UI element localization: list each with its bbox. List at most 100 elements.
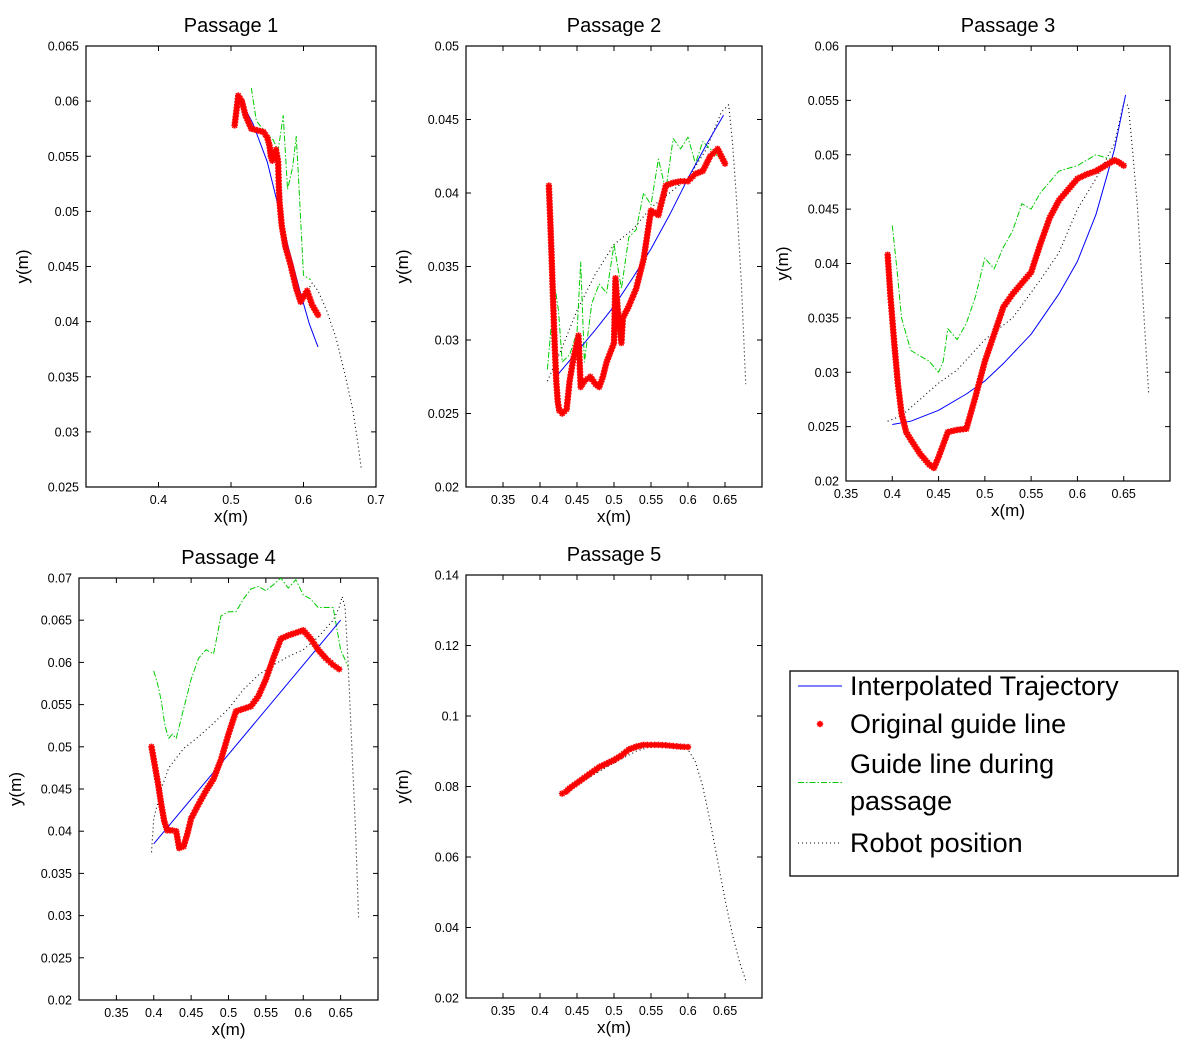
x-tick-label: 0.55 <box>639 493 663 507</box>
series-original <box>148 627 343 852</box>
marker-stroke <box>817 721 823 727</box>
y-tick-label: 0.045 <box>428 113 459 127</box>
series-line <box>150 596 360 918</box>
y-tick-label: 0.05 <box>815 148 839 162</box>
y-tick-label: 0.04 <box>48 825 72 839</box>
y-tick-label: 0.025 <box>48 481 79 495</box>
marker-stroke <box>336 666 343 673</box>
y-tick-label: 0.035 <box>808 311 839 325</box>
y-tick-label: 0.03 <box>815 366 839 380</box>
data-point <box>721 160 729 167</box>
y-tick-label: 0.05 <box>55 205 79 219</box>
axes-box <box>845 45 1171 482</box>
series-line <box>303 282 363 471</box>
y-tick-label: 0.12 <box>435 639 459 653</box>
series-robot <box>561 744 747 981</box>
x-tick-label: 0.45 <box>179 1006 203 1020</box>
marker-stroke <box>162 821 169 828</box>
y-tick-label: 0.02 <box>815 475 839 489</box>
x-tick-label: 0.35 <box>834 487 858 501</box>
y-tick-label: 0.035 <box>41 867 72 881</box>
series-line <box>546 136 726 370</box>
series-original <box>545 145 729 417</box>
y-tick-label: 0.055 <box>808 94 839 108</box>
y-tick-label: 0.055 <box>48 150 79 164</box>
y-tick-label: 0.025 <box>41 951 72 965</box>
y-tick-label: 0.05 <box>48 740 72 754</box>
x-tick-label: 0.4 <box>531 493 548 507</box>
marker-stroke <box>648 207 654 214</box>
x-tick-label: 0.45 <box>926 487 950 501</box>
series-guide <box>891 154 1125 373</box>
plot-area <box>148 578 360 918</box>
marker-stroke <box>242 112 249 119</box>
x-tick-label: 0.65 <box>328 1006 352 1020</box>
marker-stroke <box>685 744 691 750</box>
series-robot <box>150 596 360 918</box>
x-axis-label: x(m) <box>212 1020 246 1039</box>
x-tick-label: 0.5 <box>222 493 239 507</box>
y-tick-label: 0.045 <box>808 203 839 217</box>
legend-entry-guide: Guide line during passage <box>798 749 1054 816</box>
x-tick-label: 0.5 <box>976 487 993 501</box>
y-axis-label: y(m) <box>393 250 412 284</box>
y-tick-label: 0.06 <box>55 95 79 109</box>
x-tick-label: 0.6 <box>1069 487 1086 501</box>
x-tick-label: 0.55 <box>639 1004 663 1018</box>
marker-stroke <box>330 662 337 668</box>
legend-label: Guide line during <box>850 749 1054 779</box>
marker-stroke <box>246 120 252 127</box>
y-tick-label: 0.035 <box>428 260 459 274</box>
plot-area <box>884 94 1150 472</box>
y-tick-label: 0.02 <box>48 994 72 1008</box>
marker-stroke <box>163 824 170 831</box>
y-tick-label: 0.065 <box>41 614 72 628</box>
marker-stroke <box>295 290 301 297</box>
y-tick-label: 0.06 <box>815 40 839 54</box>
marker-stroke <box>306 293 313 300</box>
x-tick-label: 0.55 <box>254 1006 278 1020</box>
subplot-title: Passage 1 <box>184 15 279 37</box>
y-tick-label: 0.03 <box>48 909 72 923</box>
x-axis-label: x(m) <box>214 507 248 526</box>
legend-entry-interpolated: Interpolated Trajectory <box>798 671 1119 701</box>
series-interpolated <box>892 94 1127 425</box>
legend-label: Robot position <box>850 828 1023 858</box>
y-tick-label: 0.03 <box>435 334 459 348</box>
series-original <box>884 156 1127 472</box>
series-line <box>237 95 319 348</box>
x-axis-label: x(m) <box>597 1018 631 1037</box>
marker-stroke <box>307 296 314 303</box>
x-tick-label: 0.6 <box>679 1004 696 1018</box>
marker-stroke <box>294 288 301 295</box>
x-tick-label: 0.65 <box>713 1004 737 1018</box>
x-tick-label: 0.35 <box>491 1004 515 1018</box>
x-tick-label: 0.6 <box>295 1006 312 1020</box>
series-interpolated <box>153 619 342 845</box>
subplot-title: Passage 3 <box>961 15 1056 37</box>
x-tick-label: 0.7 <box>367 493 384 507</box>
x-tick-label: 0.45 <box>565 1004 589 1018</box>
series-robot <box>546 104 747 385</box>
subplot-title: Passage 5 <box>567 544 662 566</box>
x-tick-label: 0.35 <box>104 1006 128 1020</box>
x-tick-label: 0.65 <box>713 493 737 507</box>
x-axis-label: x(m) <box>991 501 1025 520</box>
marker-stroke <box>310 304 317 311</box>
x-axis-label: x(m) <box>597 507 631 526</box>
y-tick-label: 0.065 <box>48 40 79 54</box>
x-tick-label: 0.45 <box>565 493 589 507</box>
y-axis-label: y(m) <box>773 247 792 281</box>
marker-stroke <box>903 429 910 435</box>
legend-swatch <box>816 720 824 728</box>
marker-stroke <box>293 285 300 292</box>
legend-label: passage <box>850 786 952 816</box>
x-tick-label: 0.5 <box>220 1006 237 1020</box>
series-original <box>559 741 692 797</box>
subplot-title: Passage 4 <box>181 547 276 569</box>
y-tick-label: 0.045 <box>41 783 72 797</box>
marker-stroke <box>556 407 563 414</box>
data-point <box>335 665 343 673</box>
legend-box <box>789 670 1179 877</box>
marker-stroke <box>244 117 251 124</box>
